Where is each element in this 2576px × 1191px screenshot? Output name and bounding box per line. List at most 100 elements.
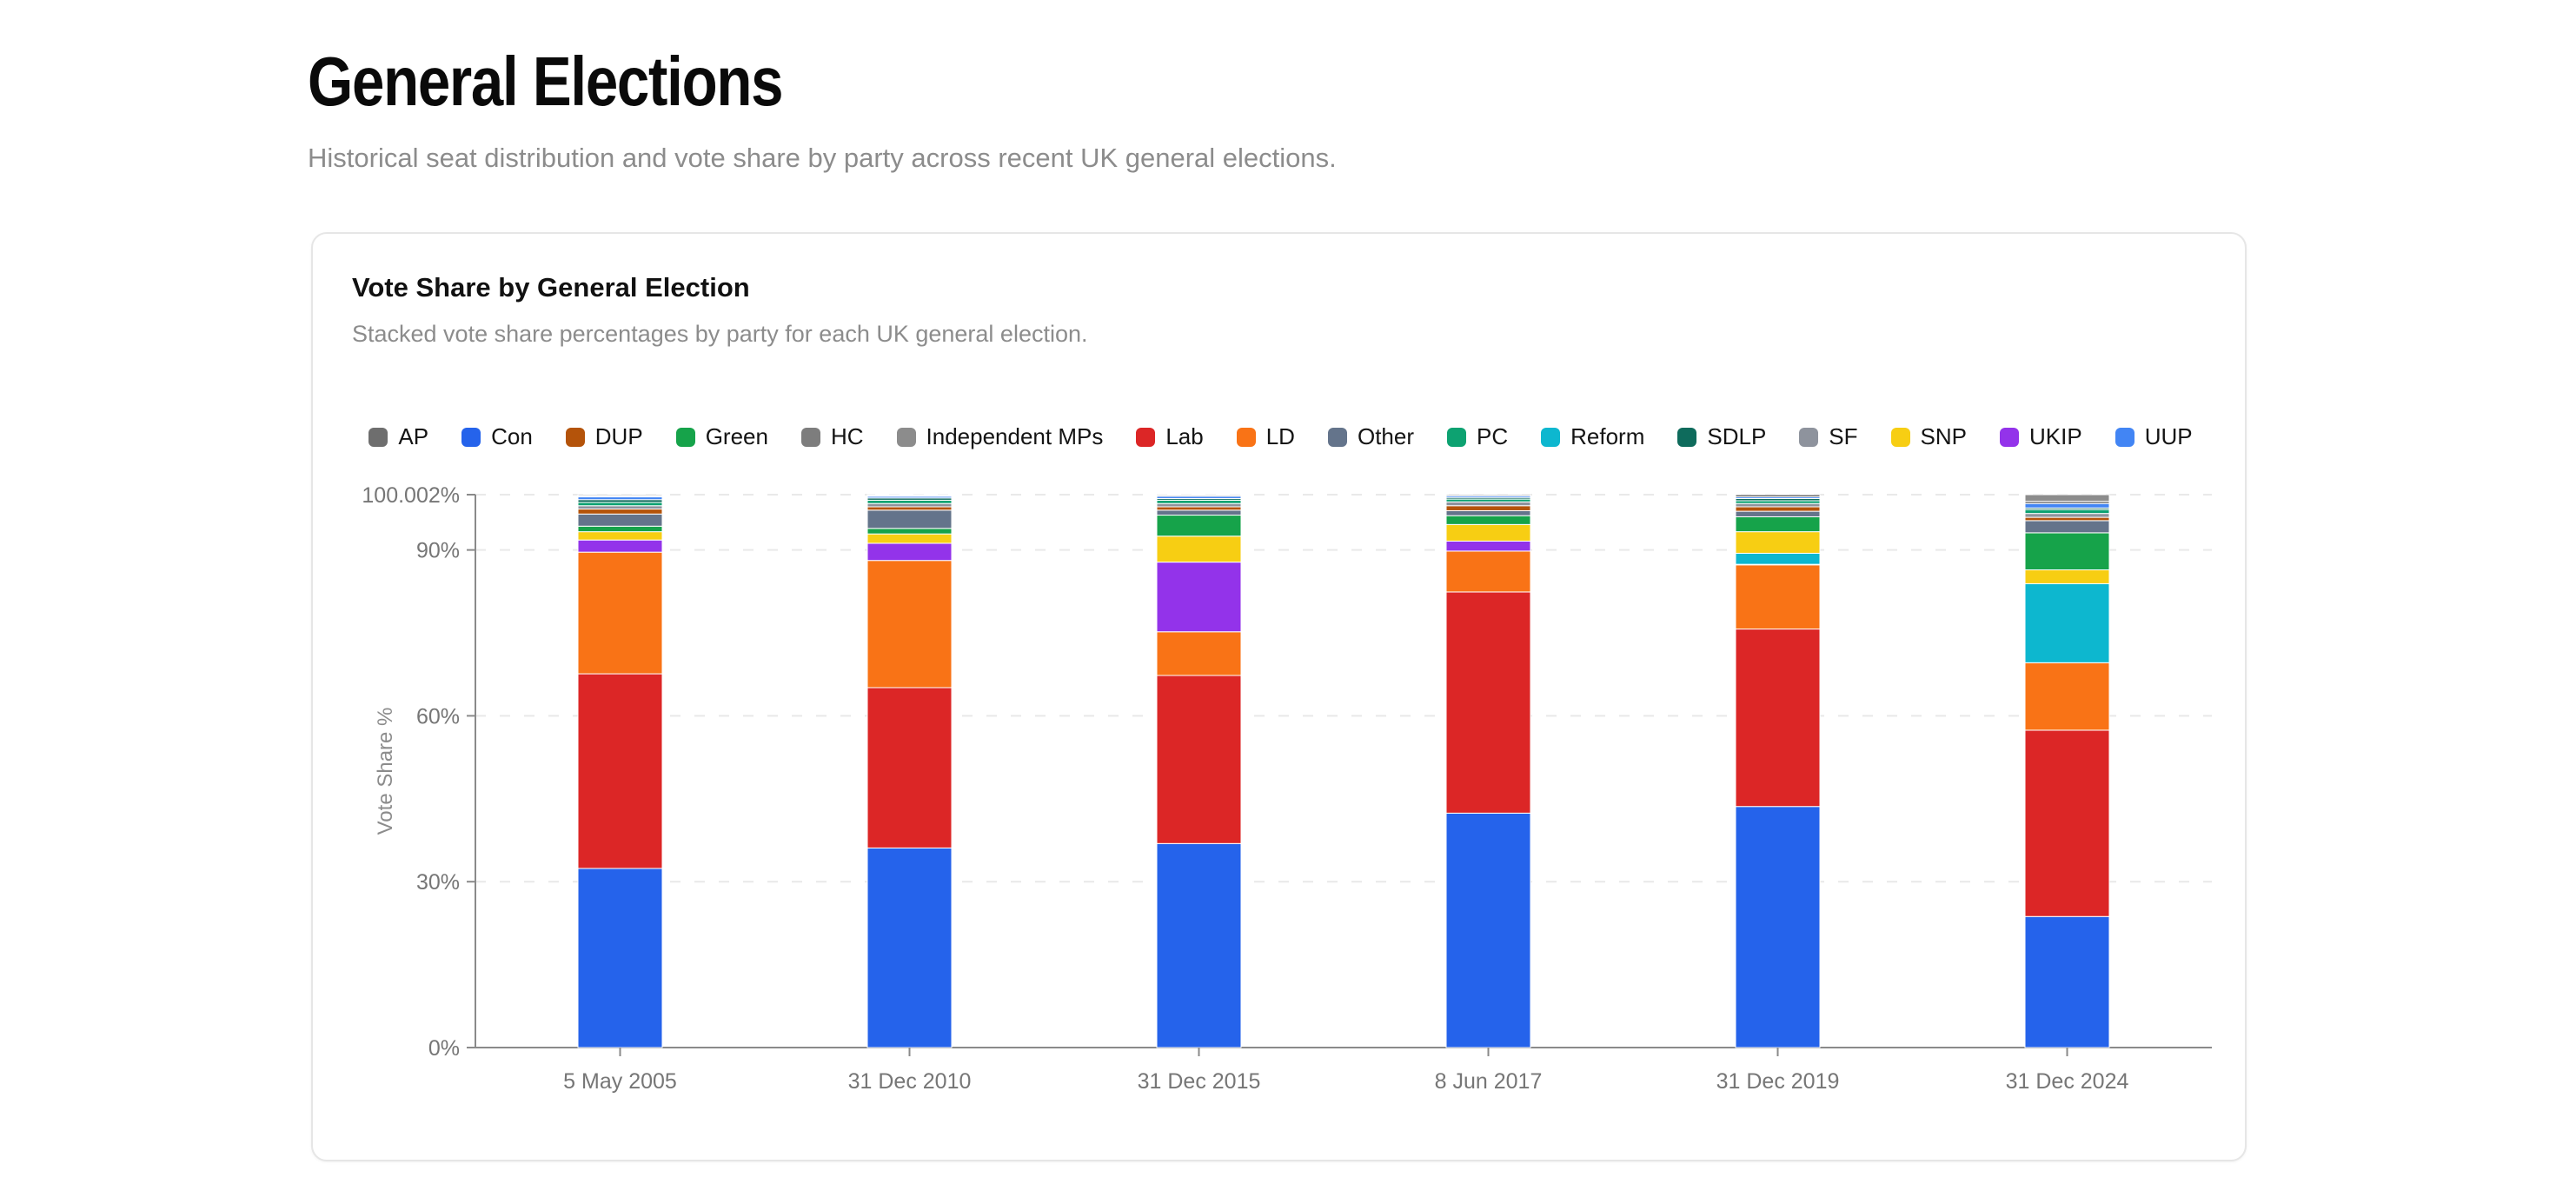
bar-segment-31-dec-2015-ukip[interactable] <box>1156 562 1242 633</box>
bar-segment-31-dec-2024-uup[interactable] <box>2024 502 2110 509</box>
bar-segment-8-jun-2017-dup[interactable] <box>1445 505 1531 511</box>
card-title: Vote Share by General Election <box>352 272 750 303</box>
bar-segment-5-may-2005-snp[interactable] <box>577 531 663 541</box>
bar-segment-31-dec-2015-lab[interactable] <box>1156 675 1242 844</box>
bar-segment-31-dec-2019-reform[interactable] <box>1735 552 1821 565</box>
bar-segment-31-dec-2024-sf[interactable] <box>2024 513 2110 518</box>
page-title: General Elections <box>308 43 784 120</box>
bar-segment-31-dec-2010-other[interactable] <box>866 509 953 529</box>
bar-segment-31-dec-2015-con[interactable] <box>1156 842 1242 1048</box>
legend-item-pc[interactable]: PC <box>1447 423 1508 450</box>
bar-segment-31-dec-2019-ap[interactable] <box>1735 494 1821 498</box>
bar-segment-31-dec-2024-con[interactable] <box>2024 915 2110 1048</box>
bar-segment-31-dec-2015-ld[interactable] <box>1156 631 1242 676</box>
x-tick-label-5-may-2005: 5 May 2005 <box>563 1069 677 1094</box>
bar-segment-31-dec-2015-snp[interactable] <box>1156 536 1242 563</box>
bar-segment-31-dec-2019-dup[interactable] <box>1735 506 1821 512</box>
legend-label-snp: SNP <box>1920 423 1967 449</box>
bar-segment-31-dec-2024-green[interactable] <box>2024 532 2110 571</box>
bar-segment-31-dec-2015-pc[interactable] <box>1156 499 1242 504</box>
legend-item-uup[interactable]: UUP <box>2115 423 2193 450</box>
bar-segment-31-dec-2010-sf[interactable] <box>866 502 953 508</box>
legend-swatch-independent-mps <box>896 427 916 447</box>
bar-segment-31-dec-2010-lab[interactable] <box>866 687 953 848</box>
legend-item-reform[interactable]: Reform <box>1541 423 1644 450</box>
y-axis-title: Vote Share % <box>374 708 397 835</box>
bar-segment-31-dec-2010-pc[interactable] <box>866 499 953 504</box>
bar-segment-31-dec-2015-sf[interactable] <box>1156 502 1242 508</box>
legend-label-reform: Reform <box>1570 423 1645 449</box>
bar-segment-31-dec-2010-green[interactable] <box>866 528 953 535</box>
bar-segment-31-dec-2024-snp[interactable] <box>2024 569 2110 584</box>
bar-segment-5-may-2005-con[interactable] <box>577 868 663 1048</box>
bar-segment-31-dec-2024-lab[interactable] <box>2024 729 2110 917</box>
legend-item-green[interactable]: Green <box>675 423 768 450</box>
bar-segment-31-dec-2024-ld[interactable] <box>2024 662 2110 731</box>
bar-segment-31-dec-2019-other[interactable] <box>1735 510 1821 517</box>
bar-segment-31-dec-2019-sf[interactable] <box>1735 502 1821 508</box>
legend-swatch-uup <box>2115 427 2134 447</box>
legend-label-uup: UUP <box>2144 423 2193 449</box>
bar-segment-8-jun-2017-green[interactable] <box>1445 515 1531 525</box>
bar-segment-5-may-2005-ld[interactable] <box>577 551 663 675</box>
legend-item-dup[interactable]: DUP <box>565 423 643 450</box>
bar-segment-31-dec-2024-independent-mps[interactable] <box>2024 494 2110 502</box>
legend-item-ukip[interactable]: UKIP <box>2000 423 2082 450</box>
legend-label-dup: DUP <box>594 423 643 449</box>
bar-segment-8-jun-2017-sf[interactable] <box>1445 501 1531 507</box>
legend-swatch-snp <box>1890 427 1910 447</box>
legend-label-sf: SF <box>1829 423 1858 449</box>
bar-segment-31-dec-2019-snp[interactable] <box>1735 531 1821 554</box>
bar-segment-31-dec-2015-green[interactable] <box>1156 515 1242 537</box>
legend-item-sf[interactable]: SF <box>1799 423 1858 450</box>
legend-swatch-sdlp <box>1677 427 1697 447</box>
bar-segment-31-dec-2010-ukip[interactable] <box>866 542 953 562</box>
legend-item-ld[interactable]: LD <box>1236 423 1295 450</box>
bar-segment-31-dec-2019-lab[interactable] <box>1735 629 1821 808</box>
bar-segment-8-jun-2017-lab[interactable] <box>1445 591 1531 814</box>
bar-segment-31-dec-2010-ld[interactable] <box>866 560 953 689</box>
bar-segment-31-dec-2019-con[interactable] <box>1735 806 1821 1048</box>
bar-segment-31-dec-2010-independent-mps[interactable] <box>866 494 953 496</box>
bar-segment-31-dec-2010-dup[interactable] <box>866 506 953 511</box>
legend-item-independent-mps[interactable]: Independent MPs <box>896 423 1103 450</box>
bar-segment-5-may-2005-green[interactable] <box>577 525 663 533</box>
bar-segment-31-dec-2010-con[interactable] <box>866 847 953 1048</box>
legend-item-sdlp[interactable]: SDLP <box>1677 423 1766 450</box>
bar-segment-31-dec-2024-pc[interactable] <box>2024 509 2110 515</box>
legend-item-snp[interactable]: SNP <box>1890 423 1967 450</box>
bar-segment-5-may-2005-lab[interactable] <box>577 673 663 869</box>
legend-item-con[interactable]: Con <box>461 423 533 450</box>
bar-segment-5-may-2005-other[interactable] <box>577 513 663 527</box>
legend-item-lab[interactable]: Lab <box>1136 423 1204 450</box>
bar-segment-8-jun-2017-ld[interactable] <box>1445 550 1531 593</box>
legend-swatch-ap <box>368 427 388 447</box>
bar-segment-31-dec-2015-other[interactable] <box>1156 509 1242 516</box>
legend-item-ap[interactable]: AP <box>368 423 428 450</box>
bar-segment-31-dec-2015-independent-mps[interactable] <box>1156 494 1242 496</box>
bar-segment-31-dec-2019-green[interactable] <box>1735 516 1821 533</box>
bar-segment-31-dec-2024-other[interactable] <box>2024 520 2110 534</box>
bar-segment-8-jun-2017-ukip[interactable] <box>1445 540 1531 552</box>
bar-segment-31-dec-2010-snp[interactable] <box>866 533 953 544</box>
bar-segment-5-may-2005-ukip[interactable] <box>577 539 663 553</box>
bar-segment-31-dec-2024-reform[interactable] <box>2024 582 2110 663</box>
bar-segment-31-dec-2019-ld[interactable] <box>1735 564 1821 630</box>
bar-segment-31-dec-2024-dup[interactable] <box>2024 516 2110 522</box>
bar-segment-8-jun-2017-snp[interactable] <box>1445 523 1531 542</box>
bar-segment-8-jun-2017-other[interactable] <box>1445 509 1531 516</box>
bar-segment-5-may-2005-independent-mps[interactable] <box>577 494 663 496</box>
bar-segment-8-jun-2017-con[interactable] <box>1445 812 1531 1048</box>
bar-segment-5-may-2005-dup[interactable] <box>577 509 663 515</box>
bar-segment-31-dec-2015-dup[interactable] <box>1156 506 1242 511</box>
legend-swatch-sf <box>1799 427 1819 447</box>
y-tick-label-60-: 60% <box>416 704 460 729</box>
card-subtitle: Stacked vote share percentages by party … <box>352 321 1088 347</box>
legend-label-lab: Lab <box>1165 423 1204 449</box>
bar-segment-8-jun-2017-ap[interactable] <box>1445 494 1531 496</box>
legend-swatch-dup <box>565 427 585 447</box>
legend-item-hc[interactable]: HC <box>800 423 864 450</box>
bar-segment-5-may-2005-pc[interactable] <box>577 502 663 507</box>
legend-item-other[interactable]: Other <box>1327 423 1414 450</box>
bar-segment-5-may-2005-sf[interactable] <box>577 505 663 510</box>
